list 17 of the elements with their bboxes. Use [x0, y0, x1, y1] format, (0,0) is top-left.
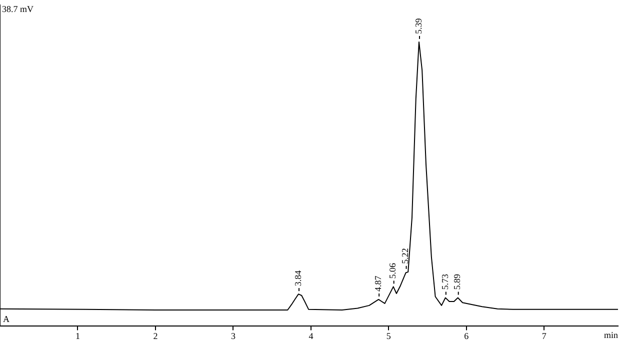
- x-tick-label: 5: [386, 330, 392, 341]
- annotation: A: [3, 314, 10, 324]
- annotation: 5.06: [388, 262, 398, 279]
- annotation: 5.39: [413, 18, 424, 34]
- x-tick-label: 7: [542, 330, 547, 341]
- annotation: 5.73: [440, 274, 450, 290]
- annotation: 5.22: [400, 248, 410, 264]
- text: 38.7 mV: [2, 4, 34, 14]
- x-tick-label: 1: [75, 330, 80, 341]
- annotation: 4.87: [372, 275, 383, 292]
- annotation: 3.84: [292, 270, 303, 286]
- x-tick-label: 2: [153, 330, 158, 341]
- x-tick-label: 4: [308, 330, 314, 341]
- x-axis-title: min: [604, 330, 618, 340]
- x-tick-label: 6: [464, 330, 470, 341]
- annotation: 5.89: [452, 274, 462, 290]
- x-tick-label: 3: [230, 330, 236, 341]
